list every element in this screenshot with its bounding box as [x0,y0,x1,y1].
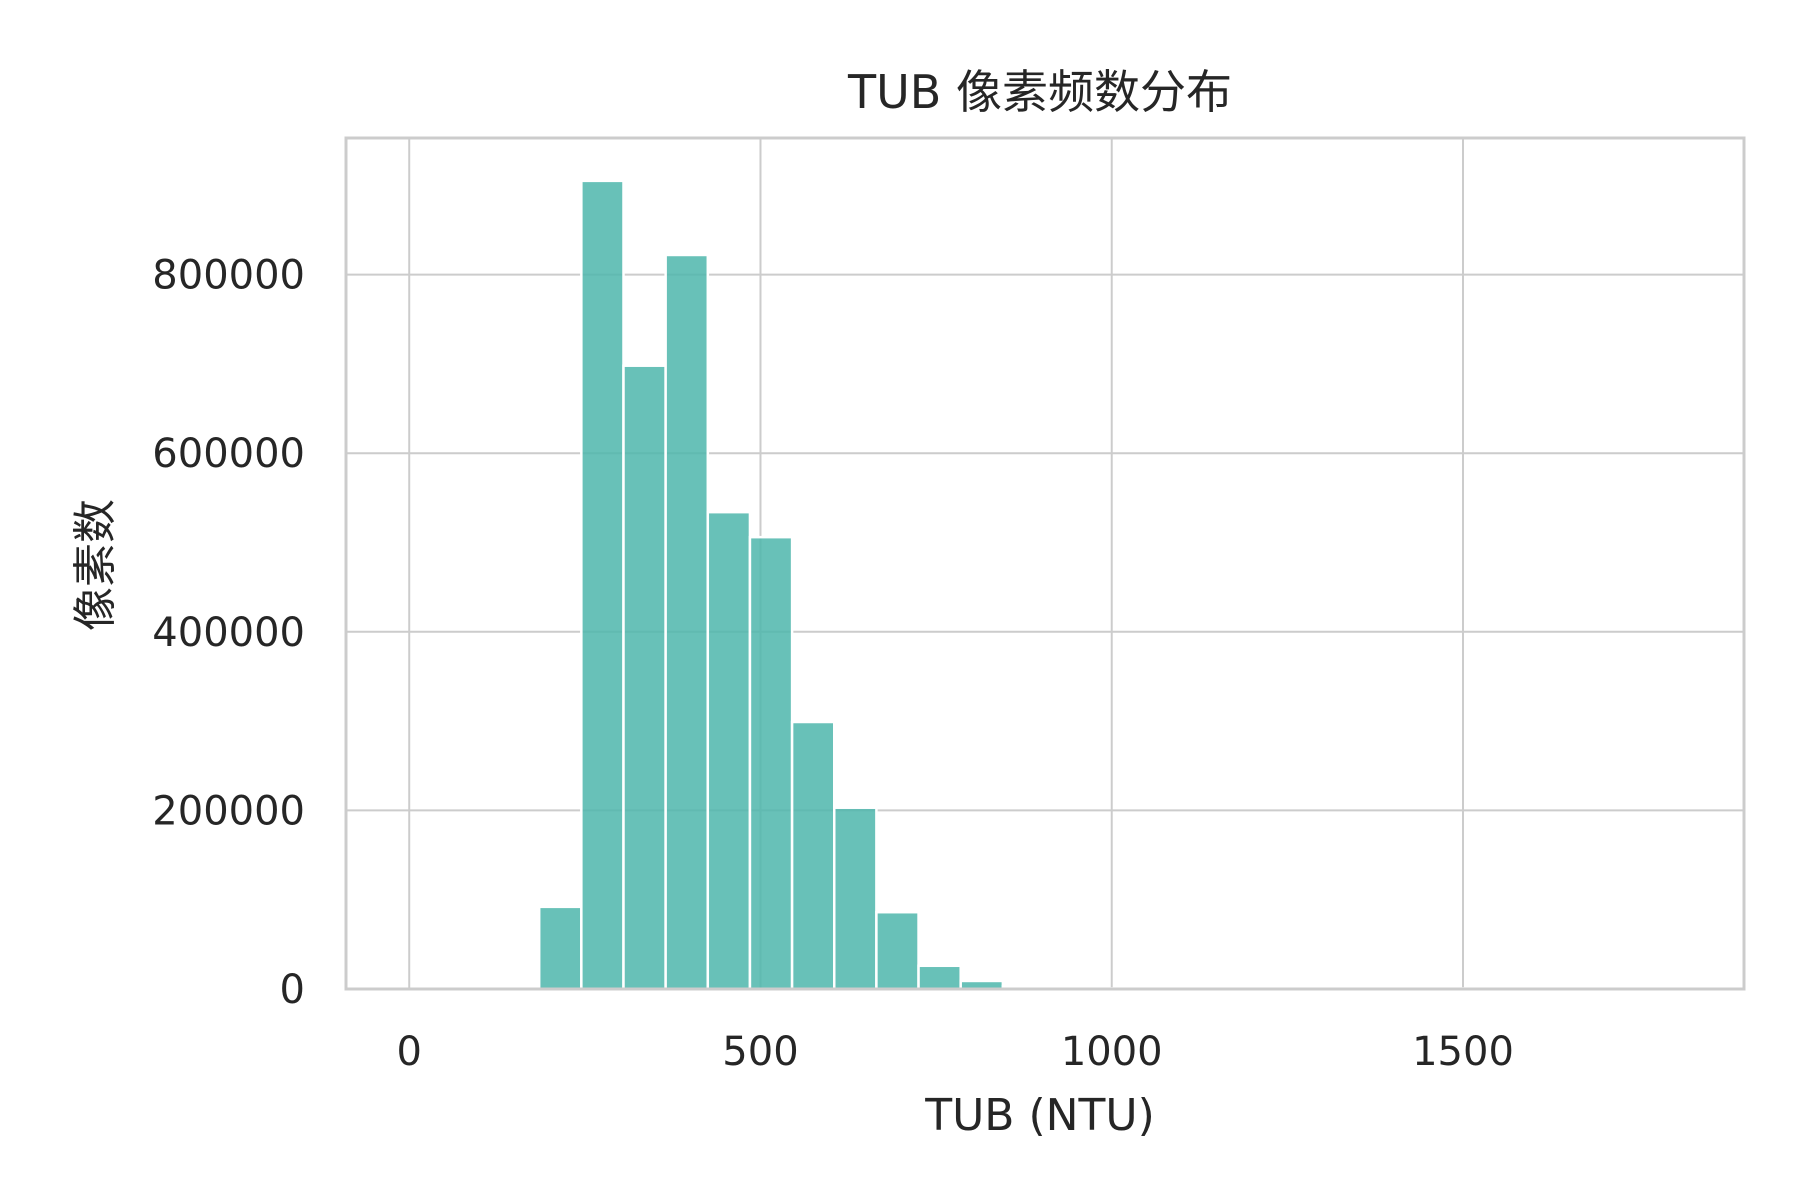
histogram-bar [580,179,625,991]
histogram-bar [537,905,583,991]
x-tick-label: 500 [722,1029,798,1075]
y-axis-title: 像素数 [70,499,121,631]
y-tick-label: 200000 [152,788,305,834]
histogram-bar [622,364,667,991]
histogram-bar [832,806,878,991]
y-tick-label: 400000 [152,610,305,656]
y-tick-label: 800000 [152,253,305,299]
chart-title: TUB 像素频数分布 [847,65,1232,119]
plot-frame [344,136,1746,991]
histogram-bar [748,535,794,991]
histogram-bar [664,253,710,991]
x-tick-label: 1000 [1061,1029,1163,1075]
plot-area: 0 500 1000 1500 0 200000 400000 600000 800000 [152,136,1746,1075]
y-tick-label: 0 [280,967,305,1013]
x-tick-label: 1500 [1412,1029,1514,1075]
histogram-bar [875,910,920,991]
histogram-bar [917,964,962,991]
y-tick-label: 600000 [152,431,305,477]
histogram-bar [790,720,836,991]
histogram-bar [706,510,752,991]
x-axis-title: TUB (NTU) [924,1090,1155,1141]
x-tick-label: 0 [396,1029,421,1075]
